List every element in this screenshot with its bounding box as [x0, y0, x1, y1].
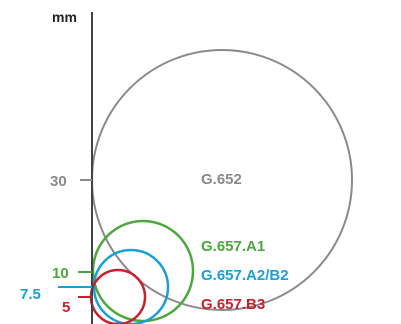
tick-label-30: 30	[50, 173, 67, 190]
label-g657-b3: G.657.B3	[201, 296, 265, 313]
tick-label-10: 10	[52, 265, 69, 282]
label-g652: G.652	[201, 171, 242, 188]
label-g657-a1: G.657.A1	[201, 238, 265, 255]
unit-label: mm	[52, 9, 77, 25]
tick-label-5: 5	[62, 299, 70, 316]
circle-g657-a2-b2	[92, 248, 170, 324]
tick-label-7-5: 7.5	[20, 286, 41, 303]
label-g657-a2-b2: G.657.A2/B2	[201, 267, 289, 284]
